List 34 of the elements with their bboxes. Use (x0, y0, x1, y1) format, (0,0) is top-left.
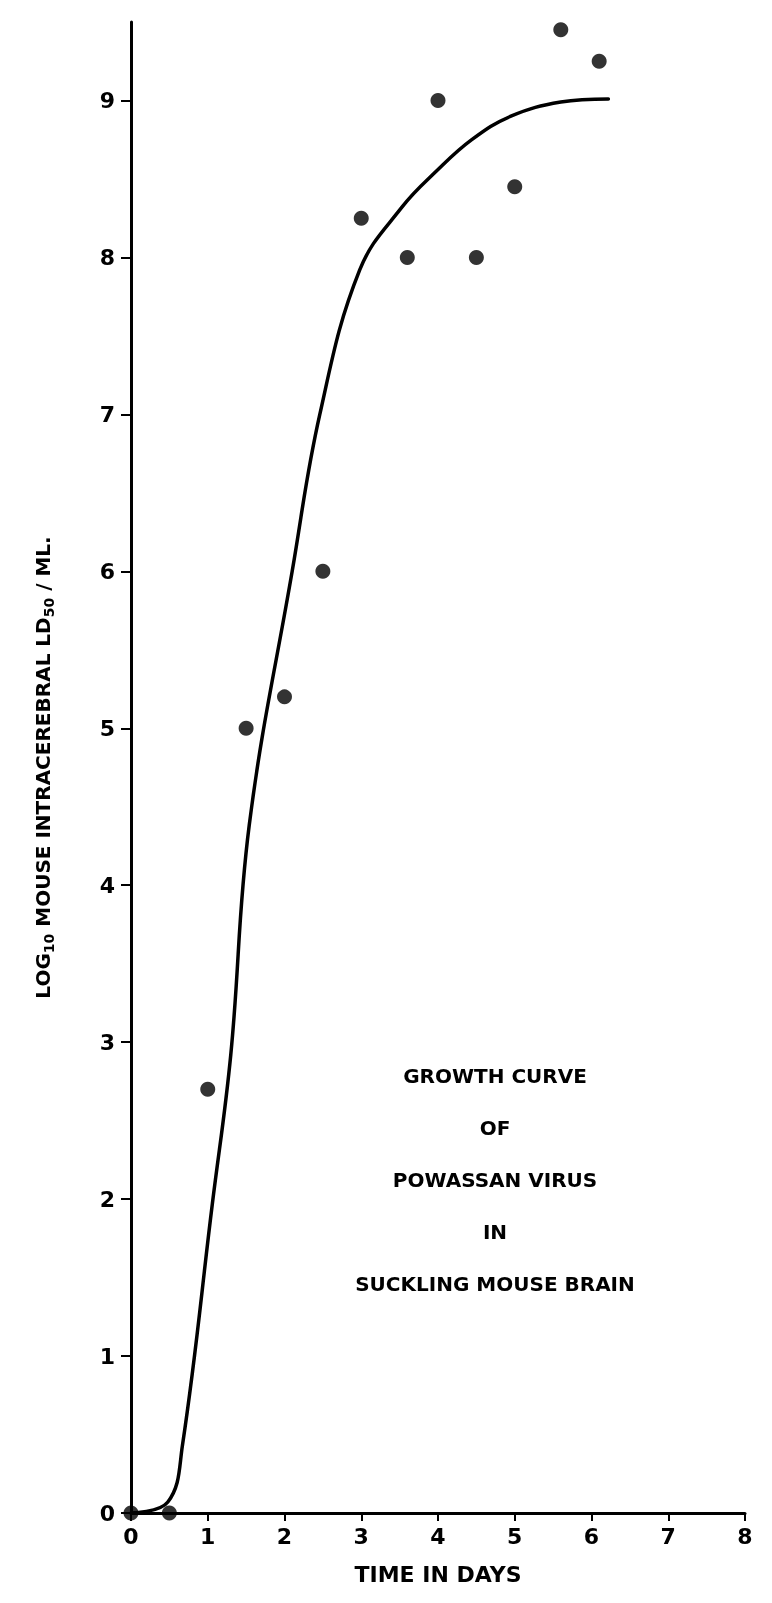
y-tick-label: 8 (99, 244, 115, 270)
y-axis-title: LOG10 MOUSE INTRACEREBRAL LD50 / ML. (31, 536, 57, 999)
y-tick-label: 2 (99, 1186, 115, 1212)
point (238, 720, 254, 736)
point (430, 92, 446, 108)
x-tick-label: 4 (430, 1523, 446, 1549)
y-tick-label: 6 (99, 558, 115, 584)
x-tick-label: 5 (507, 1523, 523, 1549)
x-tick-label: 6 (583, 1523, 600, 1549)
y-tick-label: 9 (99, 87, 115, 113)
point (507, 179, 523, 195)
x-tick-label: 0 (123, 1523, 139, 1549)
y-tick-label: 5 (99, 715, 115, 741)
point (353, 210, 369, 226)
x-tick-label: 1 (200, 1523, 216, 1549)
point (200, 1081, 216, 1097)
x-tick-label: 7 (660, 1523, 676, 1549)
x-tick-label: 2 (276, 1523, 293, 1549)
point (553, 22, 569, 38)
y-tick-label: 0 (99, 1500, 115, 1526)
x-axis-title: TIME IN DAYS (354, 1561, 522, 1587)
y-tick-label: 7 (99, 401, 115, 427)
point (468, 249, 484, 265)
point (399, 249, 415, 265)
x-tick-label: 3 (353, 1523, 369, 1549)
point (315, 563, 331, 579)
point (277, 689, 292, 705)
point (161, 1505, 177, 1521)
y-tick-label: 3 (99, 1029, 115, 1055)
x-tick-label: 8 (737, 1523, 753, 1549)
point (591, 53, 607, 69)
y-tick-label: 4 (99, 872, 115, 898)
text: GROWTH CURVE OF POWASSAN VIRUS IN SUCKLING MOUSE BRAIN (355, 1064, 635, 1296)
y-tick-label: 1 (99, 1343, 115, 1369)
